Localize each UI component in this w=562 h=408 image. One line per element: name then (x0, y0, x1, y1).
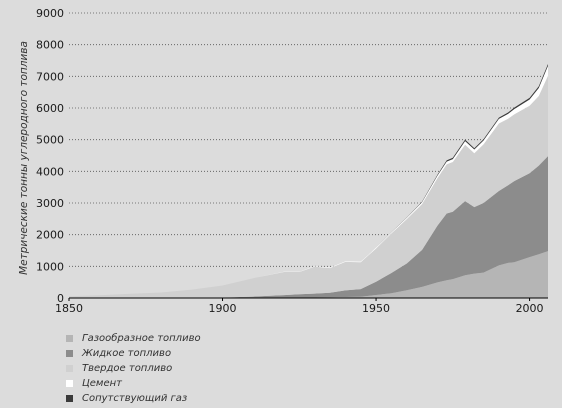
legend-swatch (66, 350, 73, 357)
y-axis-label: Метрические тонны углеродного топлива (18, 41, 30, 275)
y-tick-label: 8000 (36, 39, 64, 52)
legend-item-2: Жидкое топливо (66, 346, 201, 361)
x-tick-label: 1900 (209, 302, 237, 315)
y-tick-label: 3000 (36, 197, 64, 210)
legend-swatch (66, 365, 73, 372)
legend-label: Сопутствующий газ (82, 393, 188, 404)
y-tick-label: 0 (57, 292, 64, 305)
x-tick-label: 1950 (362, 302, 390, 315)
legend-swatch (66, 380, 73, 387)
legend-label: Цемент (82, 378, 122, 389)
legend-item-1: Газообразное топливо (66, 331, 201, 346)
area-series-3 (69, 75, 548, 298)
y-tick-label: 2000 (36, 229, 64, 242)
x-tick-label: 2000 (516, 302, 544, 315)
x-tick-label: 1850 (55, 302, 83, 315)
legend-item-4: Цемент (66, 376, 201, 391)
y-tick-label: 6000 (36, 102, 64, 115)
legend: Газообразное топливо Жидкое топливо Твердо… (66, 331, 201, 406)
chart: 0 1000 2000 3000 4000 5000 6000 7000 8000 9000 18… (18, 7, 548, 315)
legend-swatch (66, 395, 73, 402)
legend-label: Жидкое топливо (82, 348, 172, 359)
y-tick-labels: 0 1000 2000 3000 4000 5000 6000 7000 8000 9000 (36, 7, 64, 305)
y-tick-label: 9000 (36, 7, 64, 20)
legend-swatch (66, 335, 73, 342)
y-tick-label: 1000 (36, 260, 64, 273)
y-tick-label: 4000 (36, 165, 64, 178)
area-series-1 (69, 251, 548, 298)
x-tick-labels: 1850 1900 1950 2000 (55, 298, 544, 315)
area-series-2 (69, 156, 548, 298)
y-tick-label: 7000 (36, 70, 64, 83)
legend-item-3: Твердое топливо (66, 361, 201, 376)
legend-item-5: Сопутствующий газ (66, 391, 201, 406)
legend-label: Газообразное топливо (82, 333, 201, 344)
legend-label: Твердое топливо (82, 363, 173, 374)
stacked-areas (69, 63, 548, 298)
y-tick-label: 5000 (36, 134, 64, 147)
